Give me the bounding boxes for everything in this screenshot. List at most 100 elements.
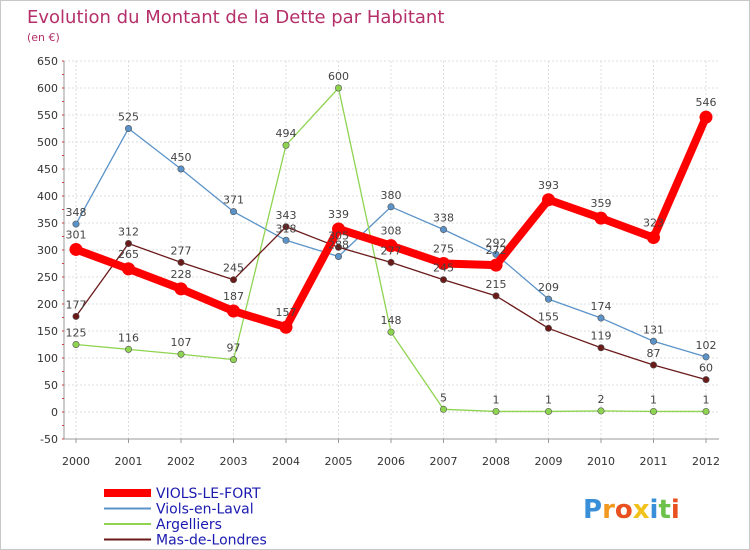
data-label: 1 — [545, 393, 552, 406]
data-point — [230, 208, 238, 216]
data-label: 301 — [66, 228, 87, 241]
data-label: 338 — [433, 211, 454, 224]
data-point — [334, 243, 342, 251]
data-label: 277 — [381, 244, 402, 257]
data-label: 125 — [66, 327, 87, 340]
y-tick-label: 450 — [37, 163, 58, 176]
data-label: 60 — [699, 362, 713, 375]
data-point — [230, 276, 238, 284]
data-label: 393 — [538, 179, 559, 192]
data-label: 174 — [591, 300, 612, 313]
data-point — [544, 324, 552, 332]
data-label: 1 — [650, 393, 657, 406]
data-point — [282, 223, 290, 231]
data-point — [649, 337, 657, 345]
data-point — [702, 353, 710, 361]
x-tick-label: 2002 — [167, 455, 195, 468]
data-point — [597, 344, 605, 352]
data-label: 277 — [171, 244, 192, 257]
data-point — [72, 312, 80, 320]
data-point — [177, 165, 185, 173]
logo-letter: i — [671, 495, 680, 525]
x-tick-label: 2007 — [430, 455, 458, 468]
data-label: 265 — [118, 248, 139, 261]
y-tick-label: 400 — [37, 190, 58, 203]
data-point — [699, 110, 713, 124]
data-point — [282, 236, 290, 244]
data-label: 371 — [223, 194, 244, 207]
series-group — [69, 84, 713, 415]
proxiti-logo: Proxiti — [583, 495, 680, 525]
data-point — [702, 407, 710, 415]
data-point — [544, 407, 552, 415]
data-point — [437, 257, 450, 270]
data-label: 245 — [433, 262, 454, 275]
data-point — [72, 220, 80, 228]
y-tick-label: 100 — [37, 352, 58, 365]
data-label: 1 — [493, 393, 500, 406]
data-point — [702, 376, 710, 384]
data-point — [282, 141, 290, 149]
data-point — [177, 258, 185, 266]
data-label: 318 — [276, 222, 297, 235]
data-label: 525 — [118, 111, 139, 124]
data-point — [177, 350, 185, 358]
data-label: 2 — [598, 393, 605, 406]
data-point — [334, 84, 342, 92]
data-label: 5 — [440, 391, 447, 404]
y-tick-label: 550 — [37, 109, 58, 122]
y-tick-label: 150 — [37, 325, 58, 338]
x-tick-label: 2006 — [377, 455, 405, 468]
chart-title: Evolution du Montant de la Dette par Hab… — [27, 7, 444, 28]
data-label: 359 — [591, 197, 612, 210]
data-point — [387, 258, 395, 266]
data-label: 102 — [696, 339, 717, 352]
logo-letter: t — [658, 495, 670, 525]
legend-entry: Mas-de-Londres — [156, 533, 267, 549]
data-point — [492, 407, 500, 415]
y-tick-label: 50 — [44, 379, 58, 392]
logo-letter: P — [583, 495, 602, 525]
data-label: 343 — [276, 209, 297, 222]
data-point — [387, 203, 395, 211]
data-point — [492, 292, 500, 300]
series-argelliers — [72, 84, 710, 415]
data-point — [439, 405, 447, 413]
data-point — [489, 258, 503, 272]
data-label: 97 — [227, 342, 241, 355]
data-point — [230, 356, 238, 364]
data-label: 600 — [328, 70, 349, 83]
data-point — [125, 345, 133, 353]
data-label: 348 — [66, 206, 87, 219]
legend-entry: Viols-en-Laval — [156, 502, 254, 518]
data-label: 1 — [703, 393, 710, 406]
y-tick-label: 0 — [51, 406, 58, 419]
data-label: 215 — [486, 278, 507, 291]
x-tick-label: 2000 — [62, 455, 90, 468]
series-mas-de-londres — [72, 223, 710, 384]
data-point — [384, 239, 398, 253]
y-tick-label: 350 — [37, 217, 58, 230]
legend-entry: Argelliers — [156, 517, 222, 533]
x-tick-label: 2009 — [535, 455, 563, 468]
data-label: 308 — [381, 225, 402, 238]
data-label: 272 — [486, 244, 507, 257]
data-label: 305 — [328, 229, 349, 242]
data-point — [594, 211, 608, 225]
data-point — [227, 304, 240, 318]
data-point — [597, 314, 605, 322]
data-point — [387, 328, 395, 336]
data-point — [439, 225, 447, 233]
y-tick-label: 200 — [37, 298, 58, 311]
x-tick-label: 2010 — [587, 455, 615, 468]
logo-letter: i — [650, 495, 659, 525]
data-label: 131 — [643, 323, 664, 336]
data-label: 187 — [223, 290, 244, 303]
data-label: 245 — [223, 262, 244, 275]
y-tick-label: 600 — [37, 82, 58, 95]
data-point — [332, 222, 345, 236]
data-point — [279, 320, 293, 334]
data-label: 312 — [118, 226, 139, 239]
data-point — [492, 250, 500, 258]
